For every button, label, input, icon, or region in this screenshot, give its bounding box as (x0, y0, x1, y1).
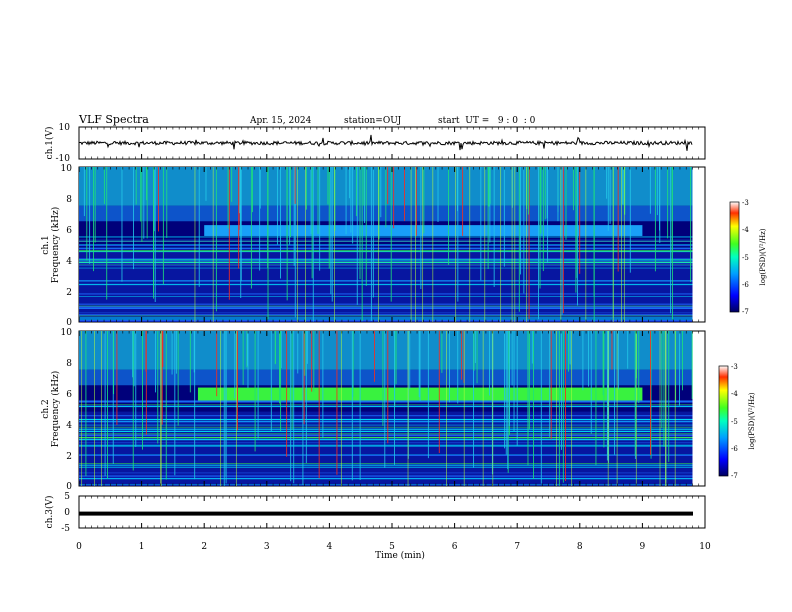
cb1-tick-m5: -5 (742, 254, 749, 262)
ch2-ytick-0: 0 (66, 482, 72, 492)
ch2-ytick-10: 10 (61, 328, 73, 338)
ch1-ytick-2: 2 (66, 288, 72, 298)
spec-highfreq-noise (79, 331, 693, 370)
ch1-ytick-top: 10 (59, 123, 71, 133)
cb2-tick-m3: -3 (731, 363, 738, 371)
x-tick-label: 2 (201, 542, 207, 552)
ch3-waveform-ylabel: ch.3(V) (44, 496, 55, 529)
ch1-ytick-0: 0 (66, 318, 72, 328)
cb2-label: log(PSD)(V²/Hz) (748, 392, 756, 449)
x-axis-tick-labels: 0 1 2 3 4 5 6 7 8 9 10 (76, 542, 711, 552)
x-tick-label: 0 (76, 542, 82, 552)
cb1-tick-m7: -7 (742, 308, 749, 316)
cb2-tick-m4: -4 (731, 390, 738, 398)
x-tick-label: 5 (389, 542, 395, 552)
x-tick-label: 10 (699, 542, 711, 552)
cb1-tick-m3: -3 (742, 199, 749, 207)
ch1-ytick-bottom: -10 (56, 154, 71, 164)
ch3-ytick-top: 5 (64, 492, 70, 502)
ch1-ytick-4: 4 (66, 257, 72, 267)
cb1-label: log(PSD)(V²/Hz) (759, 228, 767, 285)
spec-lowfreq-noise (79, 411, 693, 486)
ch2-ytick-4: 4 (66, 421, 72, 431)
ch1-ytick-6: 6 (66, 226, 72, 236)
ch3-ytick-bottom: -5 (61, 524, 70, 534)
ch2-spectrogram-panel: 10 8 6 4 2 0 ch.2 Frequency (kHz) (41, 328, 706, 492)
x-tick-label: 1 (139, 542, 145, 552)
ch3-waveform-trace (79, 511, 693, 516)
x-tick-label: 7 (514, 542, 520, 552)
x-tick-label: 9 (640, 542, 646, 552)
x-axis-ticks (78, 127, 706, 528)
cb1-tick-m4: -4 (742, 226, 749, 234)
x-tick-label: 6 (452, 542, 458, 552)
ch1-waveform-ylabel: ch.1(V) (44, 127, 55, 160)
ch2-spec-ylabel-freq: Frequency (kHz) (50, 371, 61, 448)
cb2-tick-m6: -6 (731, 445, 738, 453)
ch2-spec-ylabel-channel: ch.2 (41, 399, 51, 418)
station-label: station=OUJ (344, 116, 402, 126)
ch1-ytick-10: 10 (61, 164, 73, 174)
cb2-tick-m7: -7 (731, 472, 738, 480)
ch1-spec-ylabel-freq: Frequency (kHz) (50, 207, 61, 284)
x-tick-label: 8 (577, 542, 583, 552)
cb1-tick-m6: -6 (742, 281, 749, 289)
ch1-spectrogram-panel: 10 8 6 4 2 0 ch.1 Frequency (kHz) (41, 164, 706, 328)
ch2-ytick-8: 8 (66, 359, 72, 369)
emission-band (204, 225, 643, 236)
x-tick-label: 3 (264, 542, 270, 552)
start-ut-label: start UT = 9 : 0 : 0 (438, 116, 536, 126)
ch3-ytick-mid: 0 (64, 508, 70, 518)
ch3-waveform-panel: 5 0 -5 ch.3(V) (44, 492, 706, 534)
ch1-spec-ylabel-channel: ch.1 (41, 235, 51, 254)
ch1-waveform-trace (79, 134, 693, 151)
figure-title: VLF Spectra (78, 113, 149, 126)
x-axis-label: Time (min) (375, 550, 425, 561)
cb2-tick-m5: -5 (731, 418, 738, 426)
ch2-ytick-2: 2 (66, 452, 72, 462)
ch1-ytick-8: 8 (66, 195, 72, 205)
spec-highfreq-noise (79, 369, 693, 386)
ch2-colorbar: -3 -4 -5 -6 -7 log(PSD)(V²/Hz) (718, 363, 756, 480)
ch1-colorbar: -3 -4 -5 -6 -7 log(PSD)(V²/Hz) (729, 199, 767, 316)
date-label: Apr. 15, 2024 (249, 116, 312, 126)
ch2-ytick-6: 6 (66, 390, 72, 400)
x-tick-label: 4 (327, 542, 333, 552)
ch2-spectrogram (79, 331, 693, 486)
ch1-waveform-panel: 10 -10 ch.1(V) (44, 123, 706, 164)
ch1-spectrogram (79, 167, 693, 322)
